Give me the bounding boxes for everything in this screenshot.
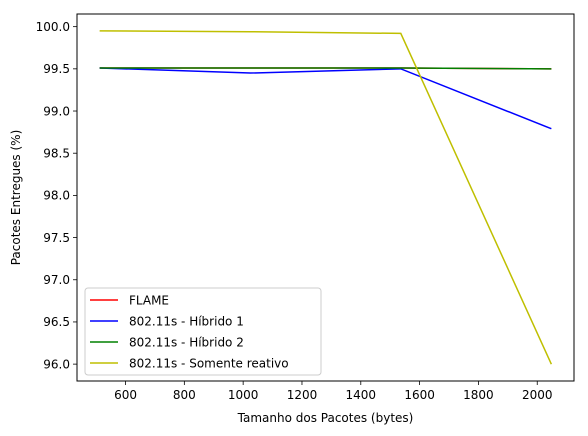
y-axis-label: Pacotes Entregues (%)	[9, 130, 23, 266]
legend-label: 802.11s - Somente reativo	[129, 356, 289, 370]
x-axis: 600 800 1000 1200 1400 1600 1800 2000	[114, 381, 553, 402]
series-line-3	[99, 67, 552, 70]
y-tick-label: 97.5	[43, 231, 70, 245]
series-line-4	[99, 30, 553, 365]
x-tick-label: 1800	[463, 388, 494, 402]
y-tick-label: 96.5	[43, 315, 70, 329]
x-tick-label: 1200	[287, 388, 318, 402]
legend: FLAME 802.11s - Híbrido 1 802.11s - Híbrid…	[84, 287, 322, 376]
x-tick-label: 1000	[228, 388, 259, 402]
x-tick-label: 600	[114, 388, 137, 402]
y-tick-label: 98.0	[43, 189, 70, 203]
x-tick-label: 800	[173, 388, 196, 402]
y-tick-label: 100.0	[36, 20, 70, 34]
y-tick-label: 97.0	[43, 273, 70, 287]
series-lines	[99, 30, 553, 365]
y-tick-label: 96.0	[43, 357, 70, 371]
y-tick-label: 99.0	[43, 104, 70, 118]
legend-label: 802.11s - Híbrido 2	[129, 335, 244, 349]
y-tick-label: 99.5	[43, 62, 70, 76]
x-axis-label: Tamanho dos Pacotes (bytes)	[237, 411, 414, 425]
series-line-2	[99, 67, 552, 130]
plot-frame	[76, 13, 575, 382]
x-tick-label: 2000	[522, 388, 553, 402]
x-tick-label: 1600	[404, 388, 435, 402]
legend-label: 802.11s - Híbrido 1	[129, 314, 244, 328]
y-axis: 96.0 96.5 97.0 97.5 98.0 98.5 99.0 99.5 100.0	[36, 20, 77, 371]
y-tick-label: 98.5	[43, 147, 70, 161]
legend-label: FLAME	[129, 293, 169, 307]
x-tick-label: 1400	[346, 388, 377, 402]
legend-box	[84, 287, 322, 376]
